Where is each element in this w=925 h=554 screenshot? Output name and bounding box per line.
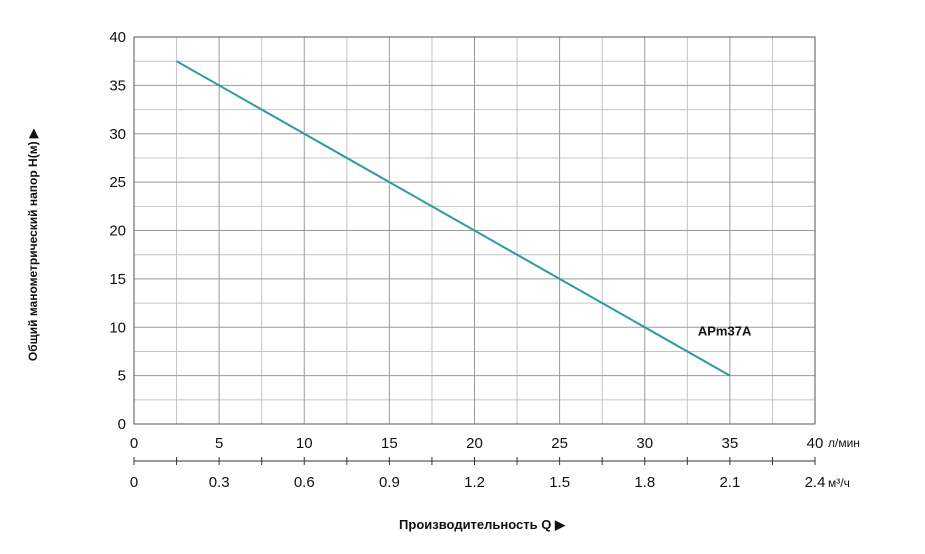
x-tick-label: 25 [551,435,568,452]
secondary-x-tick-label: 0.9 [379,474,400,491]
secondary-x-tick-label: 2.1 [719,474,740,491]
x-tick-label: 0 [130,435,138,452]
secondary-x-tick-label: 1.2 [464,474,485,491]
plot-frame [133,36,816,425]
secondary-x-axis-ticks: 0 0.3 0.6 0.9 1.2 1.5 1.8 2.1 2.4 [130,457,826,491]
x-tick-label: 10 [296,435,313,452]
secondary-x-tick-label: 1.5 [549,474,570,491]
y-tick-label: 20 [109,223,126,240]
series-layer: APm37A [176,60,752,377]
y-tick-label: 35 [109,77,126,94]
x-axis-label: Производительность Q ▶ [399,517,566,532]
secondary-x-tick-label: 2.4 [805,474,826,491]
secondary-x-tick-label: 0.6 [294,474,315,491]
y-tick-label: 15 [109,271,126,288]
y-axis-label: Общий манометрический напор H(м) ▶ [26,128,40,361]
x-tick-label: 30 [636,435,653,452]
series-label: APm37A [698,324,752,339]
secondary-x-tick-label: 0 [130,474,138,491]
x-tick-label: 20 [466,435,483,452]
x-tick-label: 35 [722,435,739,452]
y-tick-label: 40 [109,29,126,46]
secondary-x-tick-label: 1.8 [634,474,655,491]
y-tick-label: 5 [118,368,126,385]
y-tick-label: 25 [109,174,126,191]
x-tick-label: 15 [381,435,398,452]
y-axis-ticks: 0 5 10 15 20 25 30 35 40 [109,29,126,433]
series-line [176,60,731,377]
major-grid [134,37,815,424]
x-tick-label: 5 [215,435,223,452]
y-tick-label: 30 [109,126,126,143]
x-unit-secondary: м³/ч [828,476,850,490]
x-unit-primary: л/мин [828,436,860,450]
secondary-x-tick-label: 0.3 [209,474,230,491]
x-tick-label: 40 [807,435,824,452]
y-tick-label: 10 [109,319,126,336]
x-axis-ticks: 0 5 10 15 20 25 30 35 40 [130,435,824,452]
y-tick-label: 0 [118,416,126,433]
